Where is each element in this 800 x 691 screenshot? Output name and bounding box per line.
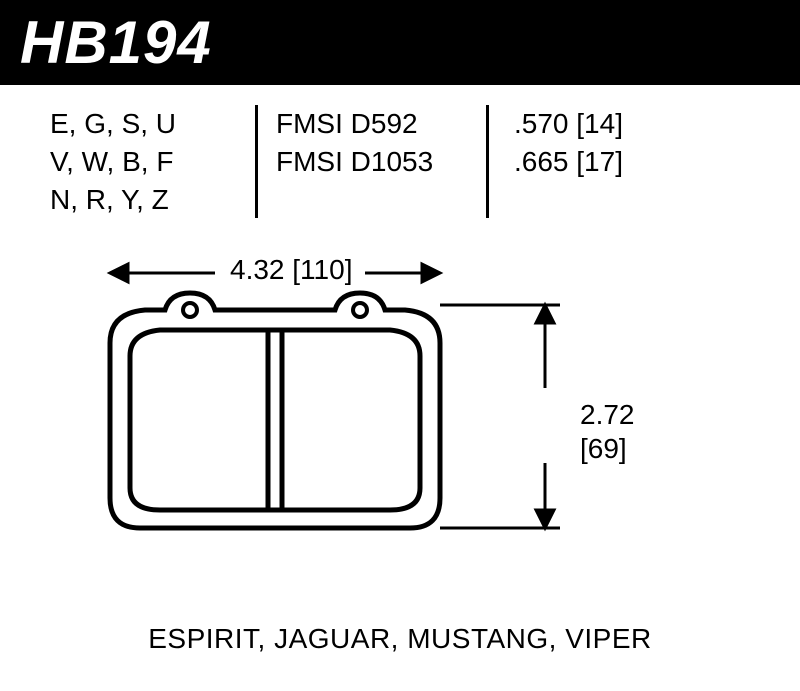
divider [486, 105, 489, 218]
compounds-line: N, R, Y, Z [50, 181, 245, 219]
fmsi-line: FMSI D1053 [276, 143, 476, 181]
header-bar: HB194 [0, 0, 800, 85]
part-number: HB194 [20, 8, 780, 77]
compounds-line: E, G, S, U [50, 105, 245, 143]
spec-table: E, G, S, U V, W, B, F N, R, Y, Z FMSI D5… [0, 85, 800, 218]
compounds-line: V, W, B, F [50, 143, 245, 181]
thickness-line: .665 [17] [514, 143, 674, 181]
spec-col-fmsi: FMSI D592 FMSI D1053 [276, 105, 476, 218]
spec-col-thickness: .570 [14] .665 [17] [514, 105, 674, 218]
fmsi-line: FMSI D592 [276, 105, 476, 143]
diagram-area: 4.32 [110] 2.72 [69] [0, 248, 800, 618]
brake-pad-diagram [90, 248, 650, 608]
models-label: ESPIRIT, JAGUAR, MUSTANG, VIPER [0, 623, 800, 655]
thickness-line: .570 [14] [514, 105, 674, 143]
pad-outline [110, 293, 440, 528]
mounting-hole [183, 303, 197, 317]
spec-col-compounds: E, G, S, U V, W, B, F N, R, Y, Z [50, 105, 245, 218]
width-arrow [110, 264, 440, 282]
mounting-hole [353, 303, 367, 317]
height-arrow [440, 305, 560, 528]
divider [255, 105, 258, 218]
